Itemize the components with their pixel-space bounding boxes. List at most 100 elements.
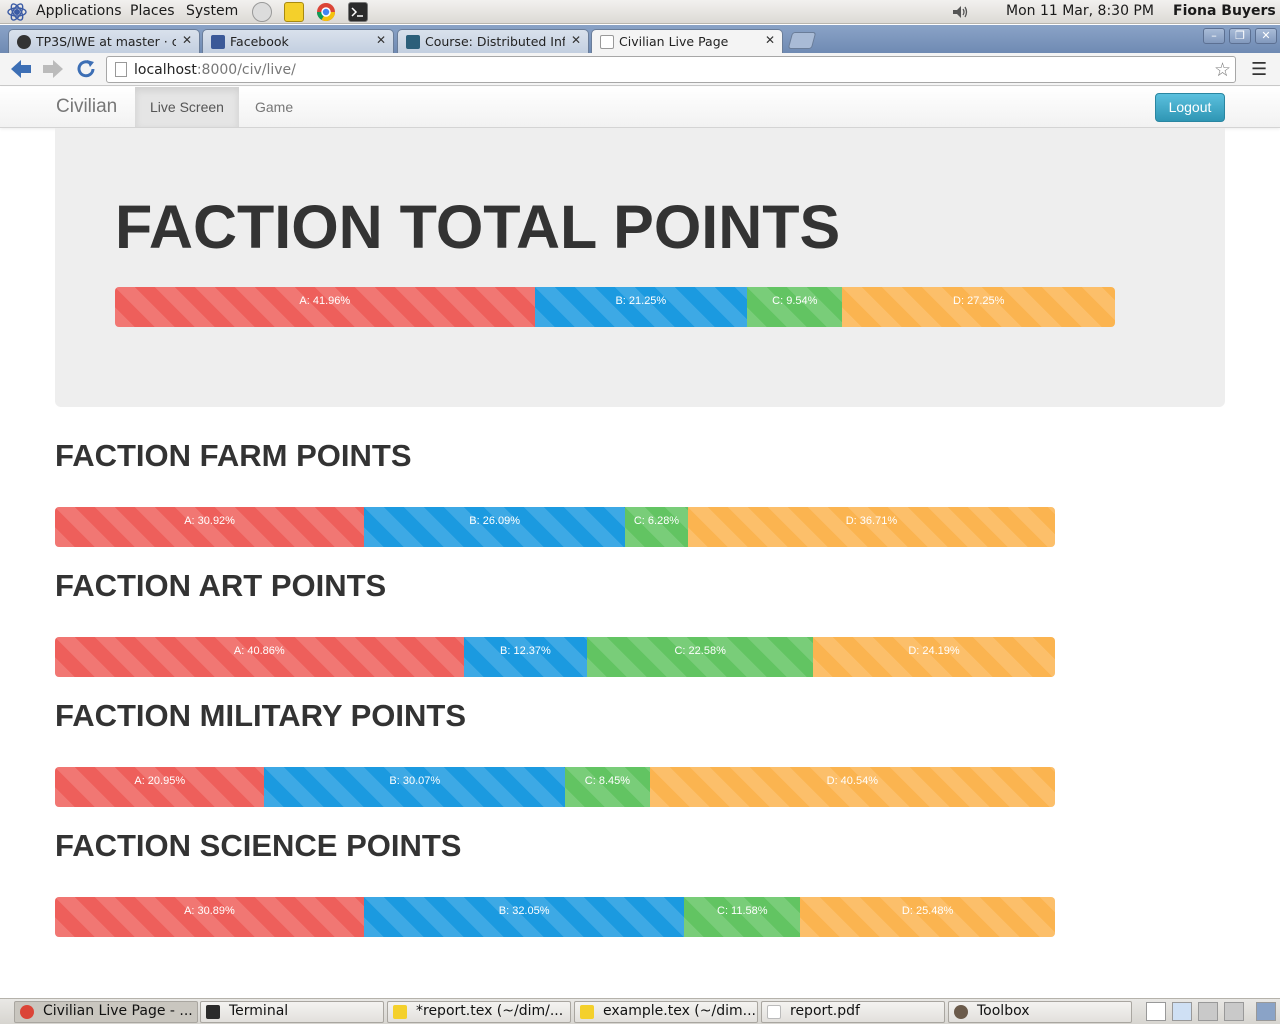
- task-toolbox[interactable]: Toolbox: [948, 1001, 1132, 1023]
- workspace-3[interactable]: [1224, 1002, 1244, 1021]
- faction-a-segment: A: 41.96%: [115, 287, 535, 327]
- workspace-2[interactable]: [1198, 1002, 1218, 1021]
- bookmark-star-icon[interactable]: ☆: [1213, 59, 1231, 81]
- nav-game[interactable]: Game: [255, 99, 294, 115]
- faction-b-segment: B: 30.07%: [264, 767, 566, 807]
- close-icon[interactable]: ✕: [570, 33, 581, 47]
- moodle-icon: [406, 35, 420, 49]
- text-editor-icon: [580, 1005, 594, 1019]
- military-points-title: FACTION MILITARY POINTS: [55, 698, 467, 733]
- faction-d-segment: D: 40.54%: [649, 767, 1055, 807]
- mail-launcher-icon[interactable]: [252, 2, 272, 22]
- faction-b-segment: B: 21.25%: [534, 287, 748, 327]
- url-text: localhost:8000/civ/live/: [134, 62, 296, 78]
- faction-a-segment: A: 30.89%: [55, 897, 364, 937]
- volume-icon[interactable]: [950, 2, 970, 22]
- gnome-top-panel: Applications Places System Mon 11 Mar, 8…: [0, 0, 1280, 24]
- pdf-icon: [767, 1005, 781, 1019]
- tab-title: TP3S/IWE at master · c: [36, 34, 176, 49]
- science-points-progress: A: 30.89% B: 32.05% C: 11.58% D: 25.48%: [55, 897, 1055, 937]
- faction-c-segment: C: 9.54%: [747, 287, 843, 327]
- task-civilian-live[interactable]: Civilian Live Page - ...: [14, 1001, 198, 1023]
- workspace-1[interactable]: [1172, 1002, 1192, 1021]
- places-menu[interactable]: Places: [130, 3, 175, 19]
- facebook-icon: [211, 35, 225, 49]
- farm-points-title: FACTION FARM POINTS: [55, 438, 412, 473]
- gnome-bottom-panel: Civilian Live Page - ... Terminal *repor…: [0, 998, 1280, 1024]
- faction-d-segment: D: 36.71%: [687, 507, 1055, 547]
- window-close-button[interactable]: ✕: [1255, 28, 1277, 44]
- reload-button[interactable]: [74, 58, 98, 80]
- gnome-foot-icon[interactable]: [7, 2, 27, 22]
- close-icon[interactable]: ✕: [764, 33, 775, 47]
- tab-title: Course: Distributed Info: [425, 34, 565, 49]
- page-icon: [115, 62, 127, 77]
- faction-c-segment: C: 6.28%: [625, 507, 688, 547]
- site-navbar: Civilian Live Screen Game Logout: [0, 87, 1280, 128]
- task-example-tex[interactable]: example.tex (~/dim...: [574, 1001, 758, 1023]
- faction-b-segment: B: 26.09%: [364, 507, 626, 547]
- nav-live-screen[interactable]: Live Screen: [135, 87, 239, 127]
- task-label: Civilian Live Page - ...: [43, 1003, 193, 1019]
- faction-b-segment: B: 12.37%: [463, 637, 588, 677]
- chrome-tray-icon[interactable]: [1146, 1002, 1166, 1021]
- faction-b-segment: B: 32.05%: [363, 897, 685, 937]
- tab-github[interactable]: TP3S/IWE at master · c ✕: [8, 29, 200, 53]
- tab-civilian-live[interactable]: Civilian Live Page ✕: [591, 29, 783, 53]
- faction-d-segment: D: 27.25%: [842, 287, 1115, 327]
- chrome-icon: [20, 1005, 34, 1019]
- faction-a-segment: A: 20.95%: [55, 767, 265, 807]
- browser-tab-strip: TP3S/IWE at master · c ✕ Facebook ✕ Cour…: [0, 25, 1280, 53]
- notes-launcher-icon[interactable]: [284, 2, 304, 22]
- tab-facebook[interactable]: Facebook ✕: [202, 29, 394, 53]
- back-button[interactable]: [9, 58, 33, 80]
- trash-icon[interactable]: [1256, 1002, 1276, 1021]
- gimp-icon: [954, 1005, 968, 1019]
- task-terminal[interactable]: Terminal: [200, 1001, 384, 1023]
- faction-c-segment: C: 22.58%: [587, 637, 814, 677]
- hero-unit: FACTION TOTAL POINTS A: 41.96% B: 21.25% C…: [55, 128, 1225, 407]
- art-points-title: FACTION ART POINTS: [55, 568, 387, 603]
- user-menu[interactable]: Fiona Buyers: [1173, 3, 1276, 19]
- chrome-menu-icon[interactable]: ☰: [1251, 59, 1268, 80]
- farm-points-progress: A: 30.92% B: 26.09% C: 6.28% D: 36.71%: [55, 507, 1055, 547]
- faction-c-segment: C: 8.45%: [565, 767, 650, 807]
- close-icon[interactable]: ✕: [181, 33, 192, 47]
- task-label: Terminal: [229, 1003, 289, 1019]
- maximize-button[interactable]: ❐: [1229, 28, 1251, 44]
- browser-toolbar: localhost:8000/civ/live/ ☆ ☰: [0, 53, 1280, 86]
- text-editor-icon: [393, 1005, 407, 1019]
- task-label: Toolbox: [977, 1003, 1030, 1019]
- science-points-title: FACTION SCIENCE POINTS: [55, 828, 462, 863]
- task-report-pdf[interactable]: report.pdf: [761, 1001, 945, 1023]
- tab-title: Civilian Live Page: [619, 34, 729, 49]
- art-points-progress: A: 40.86% B: 12.37% C: 22.58% D: 24.19%: [55, 637, 1055, 677]
- applications-menu[interactable]: Applications: [36, 3, 122, 19]
- page-icon: [600, 35, 614, 49]
- github-icon: [17, 35, 31, 49]
- task-report-tex[interactable]: *report.tex (~/dim/...: [387, 1001, 571, 1023]
- faction-c-segment: C: 11.58%: [684, 897, 801, 937]
- faction-a-segment: A: 40.86%: [55, 637, 464, 677]
- new-tab-button[interactable]: [787, 32, 817, 49]
- logout-button[interactable]: Logout: [1155, 93, 1225, 122]
- tab-course[interactable]: Course: Distributed Info ✕: [397, 29, 589, 53]
- address-bar[interactable]: localhost:8000/civ/live/ ☆: [106, 56, 1236, 83]
- clock[interactable]: Mon 11 Mar, 8:30 PM: [1006, 3, 1154, 19]
- task-label: *report.tex (~/dim/...: [416, 1003, 564, 1019]
- faction-a-segment: A: 30.92%: [55, 507, 365, 547]
- minimize-button[interactable]: –: [1203, 28, 1225, 44]
- total-points-progress: A: 41.96% B: 21.25% C: 9.54% D: 27.25%: [115, 287, 1115, 327]
- military-points-progress: A: 20.95% B: 30.07% C: 8.45% D: 40.54%: [55, 767, 1055, 807]
- task-label: example.tex (~/dim...: [603, 1003, 756, 1019]
- terminal-launcher-icon[interactable]: [348, 2, 368, 22]
- close-icon[interactable]: ✕: [375, 33, 386, 47]
- terminal-icon: [206, 1005, 220, 1019]
- chrome-launcher-icon[interactable]: [316, 2, 336, 22]
- hero-title: FACTION TOTAL POINTS: [115, 193, 841, 261]
- brand-link[interactable]: Civilian: [56, 96, 118, 117]
- tab-title: Facebook: [230, 34, 289, 49]
- faction-d-segment: D: 25.48%: [800, 897, 1055, 937]
- forward-button[interactable]: [41, 58, 65, 80]
- system-menu[interactable]: System: [186, 3, 239, 19]
